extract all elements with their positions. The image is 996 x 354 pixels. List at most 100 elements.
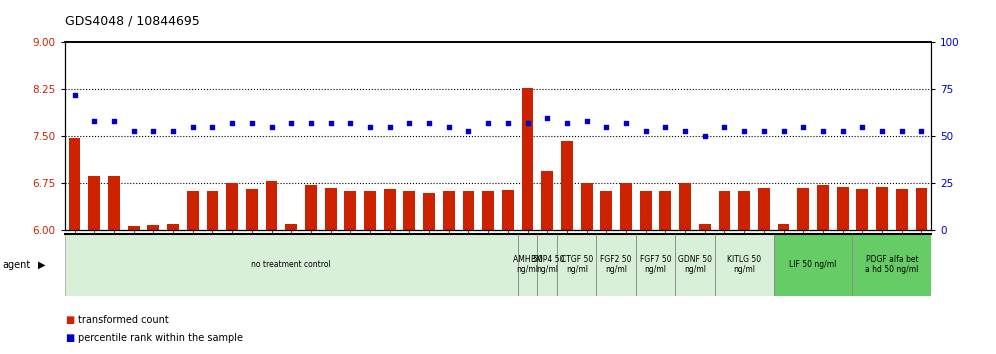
Point — [106, 119, 122, 124]
Text: PDGF alfa bet
a hd 50 ng/ml: PDGF alfa bet a hd 50 ng/ml — [866, 255, 918, 274]
Bar — [837, 187, 849, 230]
Bar — [246, 189, 258, 230]
Bar — [462, 191, 474, 230]
Text: agent: agent — [2, 259, 30, 270]
Bar — [365, 191, 375, 230]
Bar — [187, 191, 198, 230]
Bar — [876, 187, 888, 230]
Point — [756, 128, 772, 133]
Bar — [65, 234, 518, 296]
Bar — [226, 183, 238, 230]
Bar — [538, 234, 557, 296]
Point — [264, 124, 280, 130]
Bar — [542, 171, 553, 230]
Point — [441, 124, 457, 130]
Text: FGF7 50
ng/ml: FGF7 50 ng/ml — [639, 255, 671, 274]
Point — [343, 120, 359, 126]
Bar — [518, 234, 538, 296]
Point — [283, 120, 299, 126]
Bar — [266, 181, 278, 230]
Text: AMH 50
ng/ml: AMH 50 ng/ml — [513, 255, 543, 274]
Point — [913, 128, 929, 133]
Point — [244, 120, 260, 126]
Bar — [482, 191, 494, 230]
Bar — [167, 224, 179, 230]
Bar — [675, 234, 715, 296]
Point — [579, 119, 595, 124]
Point — [480, 120, 496, 126]
Text: CTGF 50
ng/ml: CTGF 50 ng/ml — [561, 255, 593, 274]
Text: KITLG 50
ng/ml: KITLG 50 ng/ml — [727, 255, 761, 274]
Text: FGF2 50
ng/ml: FGF2 50 ng/ml — [601, 255, 631, 274]
Bar — [601, 191, 613, 230]
Bar — [817, 185, 829, 230]
Point — [460, 128, 476, 133]
Bar — [443, 191, 454, 230]
Bar — [597, 234, 635, 296]
Point — [67, 92, 83, 98]
Point — [559, 120, 575, 126]
Bar — [69, 138, 81, 230]
Bar — [758, 188, 770, 230]
Point — [716, 124, 732, 130]
Text: GDS4048 / 10844695: GDS4048 / 10844695 — [65, 14, 199, 27]
Point — [637, 128, 653, 133]
Bar — [557, 234, 597, 296]
Point — [539, 115, 555, 120]
Bar — [915, 188, 927, 230]
Text: GDNF 50
ng/ml: GDNF 50 ng/ml — [678, 255, 712, 274]
Point — [224, 120, 240, 126]
Point — [421, 120, 437, 126]
Point — [893, 128, 909, 133]
Point — [855, 124, 871, 130]
Point — [323, 120, 339, 126]
Bar — [403, 191, 415, 230]
Bar — [345, 191, 357, 230]
Point — [657, 124, 673, 130]
Bar — [853, 234, 931, 296]
Point — [87, 119, 103, 124]
Point — [815, 128, 831, 133]
Point — [185, 124, 201, 130]
Bar — [502, 190, 514, 230]
Bar — [206, 191, 218, 230]
Bar — [738, 191, 750, 230]
Bar — [621, 183, 631, 230]
Bar — [715, 234, 774, 296]
Bar — [798, 188, 809, 230]
Bar — [285, 224, 297, 230]
Point — [599, 124, 615, 130]
Bar — [635, 234, 675, 296]
Point — [401, 120, 417, 126]
Bar — [89, 176, 101, 230]
Point — [520, 120, 536, 126]
Bar — [895, 189, 907, 230]
Bar — [108, 176, 120, 230]
Point — [677, 128, 693, 133]
Text: ■: ■ — [65, 333, 74, 343]
Bar — [522, 88, 534, 230]
Point — [776, 128, 792, 133]
Point — [697, 133, 713, 139]
Bar — [423, 193, 435, 230]
Point — [303, 120, 319, 126]
Bar — [581, 183, 593, 230]
Bar — [857, 189, 869, 230]
Point — [204, 124, 220, 130]
Bar — [305, 185, 317, 230]
Bar — [778, 224, 790, 230]
Text: ■: ■ — [65, 315, 74, 325]
Text: no treatment control: no treatment control — [251, 260, 331, 269]
Bar — [679, 183, 691, 230]
Point — [362, 124, 377, 130]
Point — [381, 124, 397, 130]
Text: LIF 50 ng/ml: LIF 50 ng/ml — [790, 260, 837, 269]
Text: BMP4 50
ng/ml: BMP4 50 ng/ml — [531, 255, 564, 274]
Point — [500, 120, 516, 126]
Bar — [383, 189, 395, 230]
Point — [874, 128, 890, 133]
Bar — [561, 141, 573, 230]
Point — [795, 124, 811, 130]
Point — [165, 128, 181, 133]
Bar — [774, 234, 853, 296]
